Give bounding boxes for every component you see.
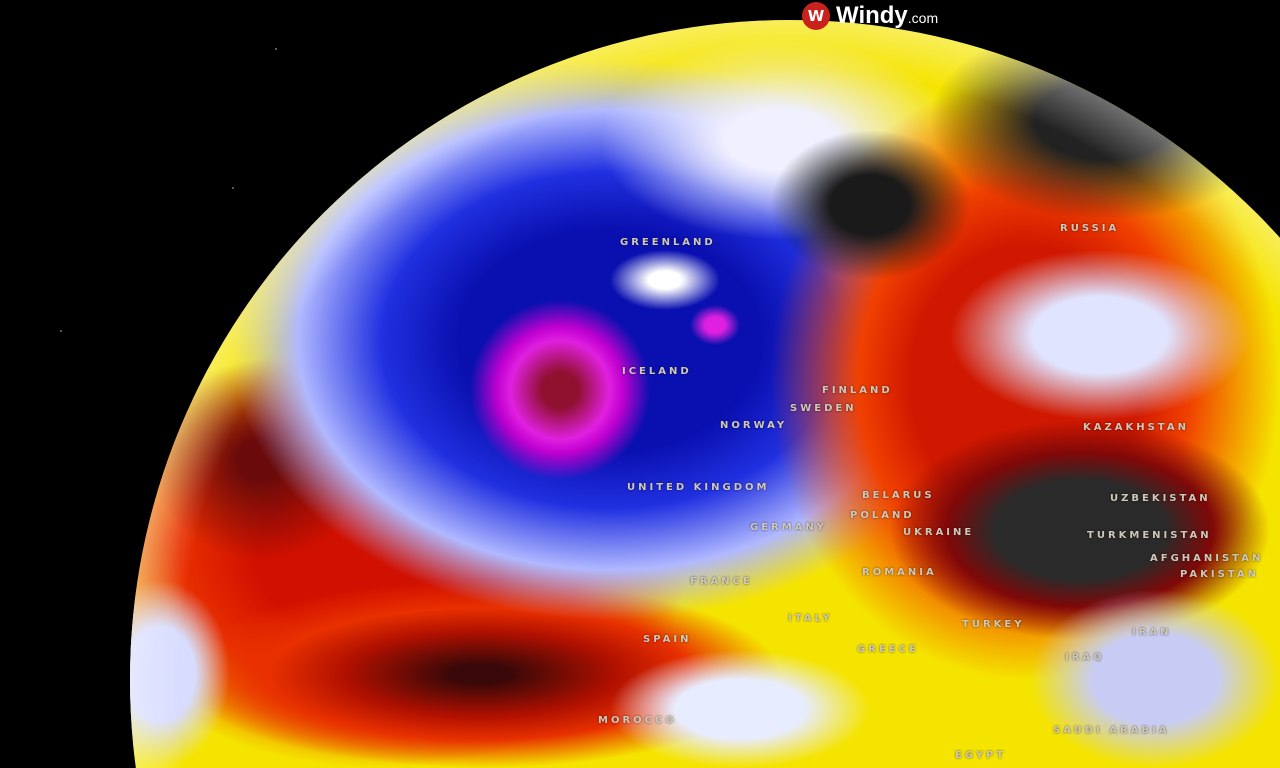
country-label-greenland: GREENLAND xyxy=(620,237,716,248)
star xyxy=(232,187,234,189)
star xyxy=(60,330,62,332)
country-label-pakistan: PAKISTAN xyxy=(1180,569,1259,580)
windy-logo[interactable]: W Windy.com xyxy=(802,2,938,30)
country-label-france: FRANCE xyxy=(690,576,753,587)
country-label-kazakhstan: KAZAKHSTAN xyxy=(1083,422,1189,433)
country-label-italy: ITALY xyxy=(788,613,833,624)
mild-zone-russia xyxy=(950,250,1250,420)
country-label-morocco: MOROCCO xyxy=(598,715,677,726)
greenland-ice xyxy=(610,250,720,310)
country-label-united-kingdom: UNITED KINGDOM xyxy=(627,482,770,493)
mild-zone-mediterranean xyxy=(610,650,870,768)
country-label-turkey: TURKEY xyxy=(962,619,1025,630)
country-label-germany: GERMANY xyxy=(750,522,828,533)
country-label-afghanistan: AFGHANISTAN xyxy=(1150,553,1264,564)
star xyxy=(275,48,277,50)
country-label-greece: GREECE xyxy=(857,644,919,655)
country-label-poland: POLAND xyxy=(850,510,915,521)
country-label-turkmenistan: TURKMENISTAN xyxy=(1087,530,1212,541)
country-label-russia: RUSSIA xyxy=(1060,223,1120,234)
very-cold-cyclone xyxy=(470,300,650,480)
extreme-heat-north xyxy=(770,130,970,280)
brand-suffix: .com xyxy=(907,10,939,26)
country-label-spain: SPAIN xyxy=(643,634,692,645)
country-label-belarus: BELARUS xyxy=(862,490,935,501)
country-label-finland: FINLAND xyxy=(822,385,893,396)
mild-zone-arabia xyxy=(1030,590,1280,768)
country-label-iceland: ICELAND xyxy=(622,366,692,377)
country-label-ukraine: UKRAINE xyxy=(903,527,975,538)
brand-name: Windy xyxy=(836,2,908,29)
cold-spot xyxy=(690,305,740,345)
country-label-iran: IRAN xyxy=(1132,627,1172,638)
country-label-norway: NORWAY xyxy=(720,420,788,431)
windy-logo-icon: W xyxy=(802,2,830,30)
country-label-iraq: IRAQ xyxy=(1065,652,1105,663)
country-label-sweden: SWEDEN xyxy=(790,403,857,414)
country-label-uzbekistan: UZBEKISTAN xyxy=(1110,493,1211,504)
country-label-romania: ROMANIA xyxy=(862,567,937,578)
country-label-saudi-arabia: SAUDI ARABIA xyxy=(1053,725,1170,736)
country-label-egypt: EGYPT xyxy=(955,750,1007,761)
